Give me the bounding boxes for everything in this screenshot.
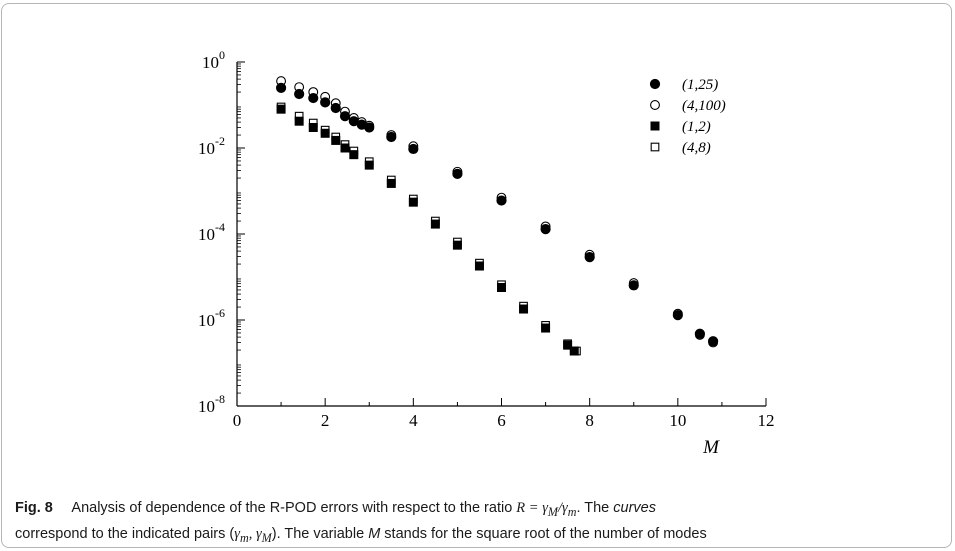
caption-text: correspond to the indicated pairs (	[15, 525, 235, 542]
y-tick-label: 100	[202, 48, 225, 72]
x-tick-label: 8	[585, 411, 594, 430]
data-point	[294, 116, 304, 126]
caption-text: stands for the square root of the number…	[380, 525, 707, 542]
data-point	[452, 240, 462, 250]
data-point	[331, 135, 341, 145]
legend-label: (4,8)	[682, 140, 711, 156]
data-point	[563, 340, 573, 350]
y-tick-label: 10-8	[198, 392, 225, 416]
legend-marker	[650, 100, 660, 110]
data-point	[320, 128, 330, 138]
data-point	[474, 261, 484, 271]
data-point	[708, 336, 719, 347]
data-point	[540, 224, 551, 235]
data-point	[276, 104, 286, 114]
legend-label: (1,2)	[682, 119, 711, 135]
legend: (1,25) (4,100) (1,2) (4,8)	[649, 77, 726, 156]
data-point	[628, 280, 639, 291]
y-axis-ticks: 100 10-2 10-4 10-6 10-8	[198, 48, 245, 416]
x-tick-label: 0	[233, 411, 242, 430]
data-point	[496, 195, 507, 206]
figure-label: Fig. 8	[15, 500, 53, 516]
figure-caption: Fig. 8 Analysis of dependence of the R-P…	[15, 497, 945, 549]
legend-marker	[650, 142, 660, 152]
legend-label: (1,25)	[682, 77, 718, 93]
data-point	[340, 143, 350, 153]
caption-emphasis: M	[368, 525, 381, 542]
data-point	[386, 131, 397, 143]
data-point	[541, 323, 551, 333]
data-point	[320, 97, 331, 108]
figure-frame	[1, 3, 952, 548]
data-point	[694, 328, 705, 339]
data-point	[308, 122, 318, 132]
data-point	[452, 168, 463, 179]
legend-label: (4,100)	[682, 98, 726, 114]
y-tick-label: 10-6	[198, 306, 225, 330]
caption-text: . The	[576, 500, 614, 516]
chart: 0 2 4 6 8 10 12 100 10-2 10-4 10-6 10-8 M (1,25) (4…	[198, 48, 775, 458]
data-point	[339, 111, 351, 122]
data-point	[349, 150, 359, 160]
caption-emphasis: curves	[613, 500, 656, 516]
data-point	[408, 197, 418, 207]
data-point	[386, 178, 396, 188]
caption-text: Analysis of dependence of the R-POD erro…	[71, 500, 517, 516]
data-markers	[275, 76, 719, 356]
x-tick-label: 2	[321, 411, 330, 430]
data-point	[308, 92, 319, 104]
data-point	[672, 310, 683, 321]
legend-marker	[650, 121, 660, 131]
caption-math: R = γ	[516, 500, 548, 516]
data-point	[275, 82, 287, 93]
data-point	[569, 346, 579, 356]
x-tick-label: 6	[497, 411, 506, 430]
data-point	[430, 219, 440, 229]
x-axis-ticks: 0 2 4 6 8 10 12	[233, 398, 775, 430]
x-axis-label: M	[702, 437, 720, 458]
y-tick-label: 10-4	[198, 220, 225, 244]
caption-text: ). The variable	[271, 525, 369, 542]
x-tick-label: 12	[758, 411, 775, 430]
x-tick-label: 4	[409, 411, 418, 430]
data-point	[408, 143, 419, 155]
data-point	[364, 160, 374, 170]
caption-sub: m	[567, 504, 577, 519]
caption-math: , γ	[248, 525, 262, 542]
data-point	[519, 304, 529, 314]
data-point	[364, 122, 375, 133]
x-tick-label: 10	[669, 411, 686, 430]
caption-math: /γ	[557, 500, 568, 516]
caption-math: γ	[234, 525, 240, 542]
caption-sub: M	[261, 530, 272, 545]
data-point	[330, 102, 341, 114]
data-point	[584, 252, 595, 263]
caption-sub: M	[547, 504, 558, 519]
data-point	[497, 282, 506, 292]
y-tick-label: 10-2	[198, 134, 225, 158]
caption-sub: m	[239, 530, 249, 545]
data-point	[294, 88, 305, 100]
legend-marker	[649, 78, 661, 90]
